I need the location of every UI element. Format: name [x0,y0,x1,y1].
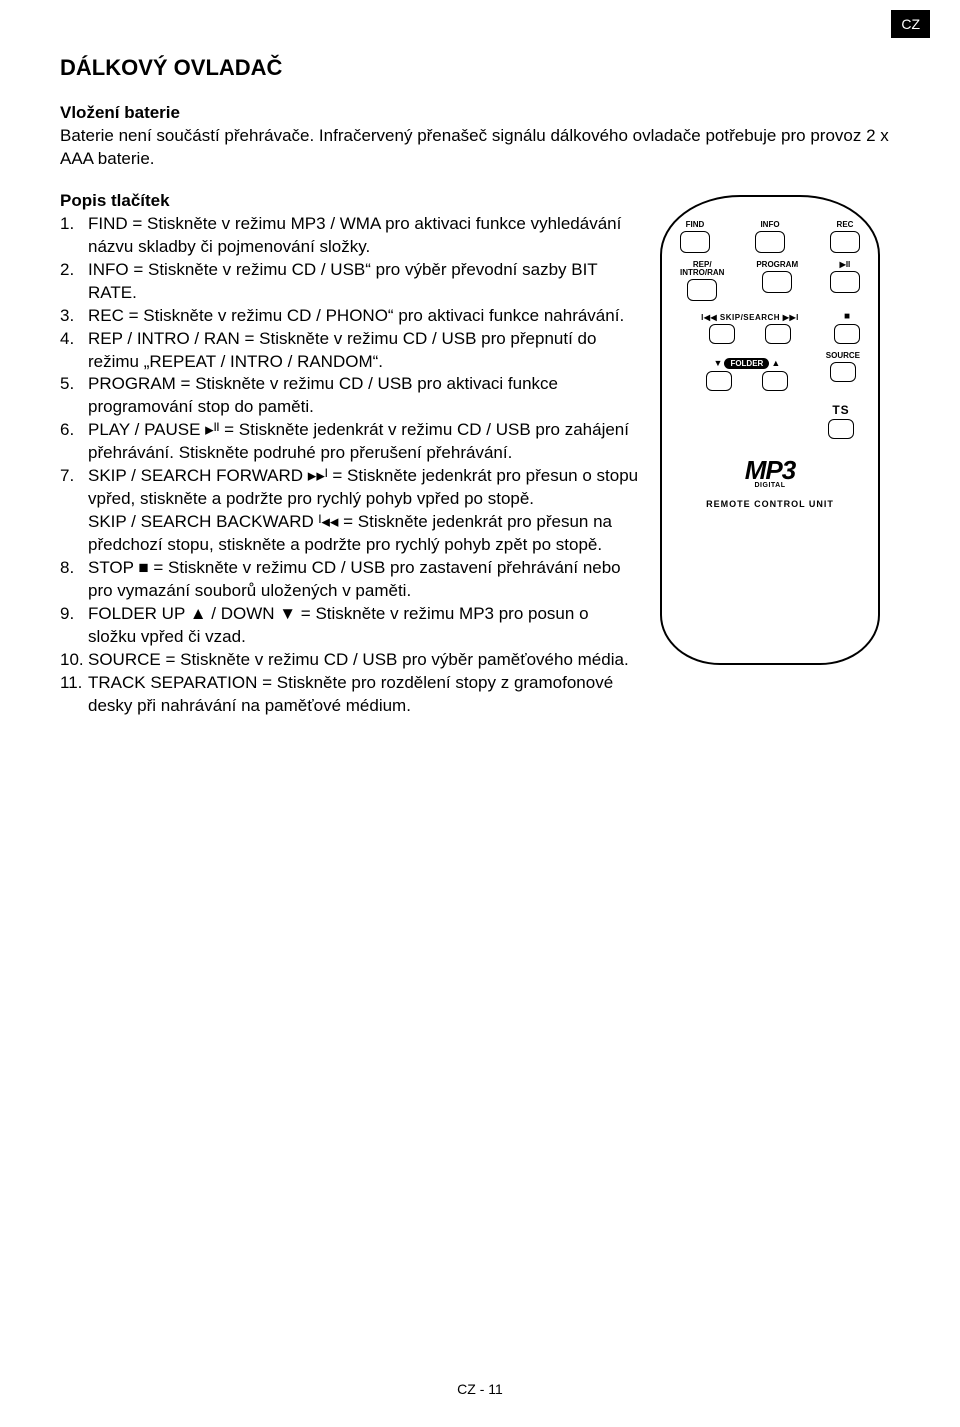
ts-label: TS [832,403,849,417]
remote-column: FIND INFO REC [660,191,900,665]
folder-label: FOLDER [724,358,769,369]
list-item: INFO = Stiskněte v režimu CD / USB“ pro … [60,259,640,305]
btn-shape [680,231,710,253]
text-column: Popis tlačítek FIND = Stiskněte v režimu… [60,191,640,718]
skip-label: I◀◀ SKIP/SEARCH ▶▶I [701,313,799,322]
btn-shape [762,271,792,293]
btn-shape [687,279,717,301]
buttons-heading: Popis tlačítek [60,191,640,211]
btn-shape [830,271,860,293]
item-text: PROGRAM = Stiskněte v režimu CD / USB pr… [88,374,558,416]
battery-section: Vložení baterie Baterie není součástí př… [60,103,900,171]
item-text: TRACK SEPARATION = Stiskněte pro rozděle… [88,673,613,715]
mp3-brand: MP3 [680,459,860,482]
page-content: DÁLKOVÝ OVLADAČ Vložení baterie Baterie … [0,0,960,718]
remote-btn-find: FIND [680,221,710,253]
remote-outline: FIND INFO REC [660,195,880,665]
remote-ts-row: TS [680,403,860,439]
btn-label: PROGRAM [756,261,798,269]
remote-folder-row: ▼ FOLDER ▲ SOURCE [680,352,860,391]
btn-shape [706,371,732,391]
list-item: FIND = Stiskněte v režimu MP3 / WMA pro … [60,213,640,259]
list-item: REC = Stiskněte v režimu CD / PHONO“ pro… [60,305,640,328]
item-text: FIND = Stiskněte v režimu MP3 / WMA pro … [88,214,621,256]
remote-btn-rec: REC [830,221,860,253]
btn-label: SOURCE [826,352,860,360]
battery-text: Baterie není součástí přehrávače. Infrač… [60,125,900,171]
language-badge: CZ [891,10,930,38]
item-text: SOURCE = Stiskněte v režimu CD / USB pro… [88,650,629,669]
list-item: SKIP / SEARCH FORWARD ▸▸ᴵ = Stiskněte je… [60,465,640,557]
remote-btn-stop: ■ [834,312,860,344]
list-item: STOP ■ = Stiskněte v režimu CD / USB pro… [60,557,640,603]
item-text: REC = Stiskněte v režimu CD / PHONO“ pro… [88,306,624,325]
btn-shape [755,231,785,253]
btn-label: ■ [844,312,850,322]
mp3-sub: DIGITAL [680,482,860,489]
item-text: REP / INTRO / RAN = Stiskněte v režimu C… [88,329,596,371]
button-list: FIND = Stiskněte v režimu MP3 / WMA pro … [60,213,640,718]
remote-skip-row: I◀◀ SKIP/SEARCH ▶▶I ■ [680,309,860,344]
remote-caption: REMOTE CONTROL UNIT [680,499,860,509]
btn-label: ▶II [840,261,851,269]
remote-btn-program: PROGRAM [756,261,798,293]
btn-label: FIND [686,221,705,229]
btn-shape [830,362,856,382]
remote-btn-rep: REP/ INTRO/RAN [680,261,724,301]
remote-btn-info: INFO [755,221,785,253]
btn-shape [709,324,735,344]
btn-shape [762,371,788,391]
remote-btn-source: SOURCE [826,352,860,382]
battery-heading: Vložení baterie [60,103,900,123]
btn-label: INFO [760,221,779,229]
item-text: STOP ■ = Stiskněte v režimu CD / USB pro… [88,558,621,600]
list-item: REP / INTRO / RAN = Stiskněte v režimu C… [60,328,640,374]
item-text: FOLDER UP ▲ / DOWN ▼ = Stiskněte v režim… [88,604,589,646]
item-text: PLAY / PAUSE ▸ᴵᴵ = Stiskněte jedenkrát v… [88,420,629,462]
btn-shape [765,324,791,344]
list-item: PROGRAM = Stiskněte v režimu CD / USB pr… [60,373,640,419]
list-item: PLAY / PAUSE ▸ᴵᴵ = Stiskněte jedenkrát v… [60,419,640,465]
remote-row-1: FIND INFO REC [680,221,860,253]
list-item: TRACK SEPARATION = Stiskněte pro rozděle… [60,672,640,718]
page-title: DÁLKOVÝ OVLADAČ [60,55,900,81]
remote-row-2: REP/ INTRO/RAN PROGRAM ▶II [680,261,860,301]
folder-bar: ▼ FOLDER ▲ [714,358,781,369]
btn-label: REP/ INTRO/RAN [680,261,724,277]
btn-shape [828,419,854,439]
btn-shape [834,324,860,344]
remote-btn-play: ▶II [830,261,860,293]
item-text: INFO = Stiskněte v režimu CD / USB“ pro … [88,260,597,302]
content-row: Popis tlačítek FIND = Stiskněte v režimu… [60,191,900,718]
list-item: SOURCE = Stiskněte v režimu CD / USB pro… [60,649,640,672]
item-text: SKIP / SEARCH FORWARD ▸▸ᴵ = Stiskněte je… [88,466,638,554]
page-footer: CZ - 11 [0,1381,960,1397]
btn-shape [830,231,860,253]
mp3-logo: MP3 DIGITAL [680,459,860,489]
btn-label: REC [837,221,854,229]
list-item: FOLDER UP ▲ / DOWN ▼ = Stiskněte v režim… [60,603,640,649]
